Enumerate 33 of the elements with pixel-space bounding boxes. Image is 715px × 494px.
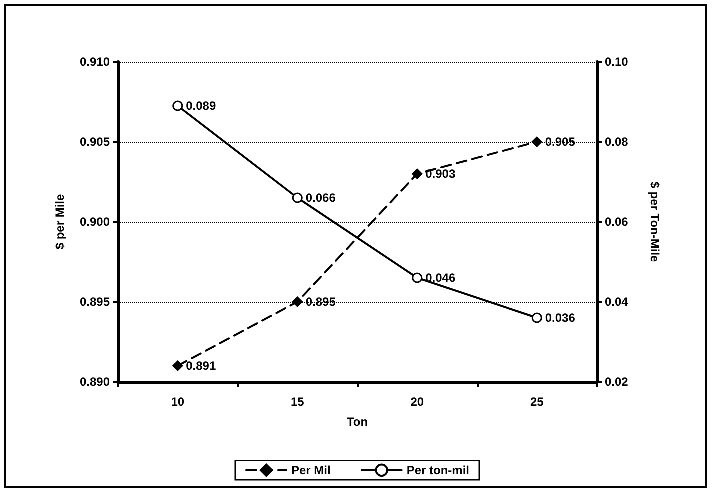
y-tick-label: 0.890 bbox=[80, 375, 110, 389]
y-tick-label: 0.895 bbox=[80, 295, 110, 309]
x-tick-label: 20 bbox=[410, 395, 424, 409]
point bbox=[412, 272, 423, 284]
x-tick-label: 15 bbox=[290, 395, 305, 409]
x-tick-label: 25 bbox=[530, 395, 544, 409]
y2-tick-label: 0.04 bbox=[605, 295, 629, 309]
data-label: 0.046 bbox=[426, 271, 456, 285]
point bbox=[172, 100, 184, 112]
y2-tick-label: 0.02 bbox=[605, 375, 629, 389]
data-label: 0.089 bbox=[186, 99, 216, 113]
y-tick-label: 0.900 bbox=[80, 215, 110, 229]
point bbox=[532, 136, 542, 148]
point bbox=[172, 360, 184, 372]
point bbox=[292, 296, 303, 308]
point bbox=[412, 168, 423, 180]
x-axis-title: Ton bbox=[346, 415, 368, 429]
data-label: 0.066 bbox=[306, 191, 336, 205]
data-label: 0.903 bbox=[426, 167, 456, 181]
x-tick-label: 10 bbox=[171, 395, 185, 409]
y2-tick-label: 0.08 bbox=[605, 135, 629, 149]
data-label: 0.036 bbox=[545, 311, 576, 325]
point bbox=[532, 312, 542, 324]
legend-label: Per ton-mil bbox=[406, 463, 470, 478]
point bbox=[292, 192, 303, 204]
legend-label: Per Mil bbox=[291, 463, 331, 478]
data-label: 0.891 bbox=[186, 359, 216, 373]
y2-tick-label: 0.10 bbox=[605, 55, 629, 69]
y-tick-label: 0.910 bbox=[80, 55, 110, 69]
y2-tick-label: 0.06 bbox=[605, 215, 629, 229]
y-axis-title: $ per Mile bbox=[53, 194, 67, 250]
y-tick-label: 0.905 bbox=[80, 135, 110, 149]
y2-axis-title: $ per Ton-Mile bbox=[648, 182, 662, 263]
